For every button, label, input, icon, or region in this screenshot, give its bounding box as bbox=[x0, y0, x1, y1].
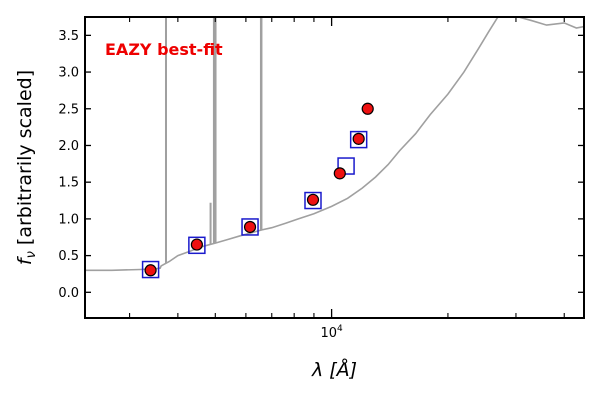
observed-flux-marker bbox=[144, 264, 157, 277]
observed-flux-marker bbox=[352, 132, 365, 145]
observed-flux-markers bbox=[144, 102, 374, 277]
plot-frame bbox=[84, 16, 585, 319]
observed-flux-marker bbox=[306, 193, 320, 206]
eazy-annotation: EAZY best-fit bbox=[105, 40, 223, 59]
observed-flux-marker bbox=[243, 220, 257, 234]
x-axis-label: λ [Å] bbox=[311, 358, 357, 381]
observed-flux-marker bbox=[361, 102, 374, 115]
model-flux-markers bbox=[141, 130, 368, 279]
x-axis: 104 bbox=[129, 17, 565, 341]
y-tick-label: 0.0 bbox=[58, 286, 79, 301]
observed-flux-marker bbox=[190, 238, 203, 251]
y-tick-label: 3.0 bbox=[58, 66, 79, 81]
model-flux-marker bbox=[349, 130, 368, 149]
y-tick-label: 1.5 bbox=[58, 176, 79, 191]
y-tick-label: 3.5 bbox=[58, 29, 79, 44]
model-flux-marker bbox=[241, 218, 259, 236]
y-tick-label: 2.0 bbox=[58, 139, 79, 154]
observed-flux-marker bbox=[333, 167, 346, 180]
y-tick-label: 0.5 bbox=[58, 249, 79, 264]
y-tick-label: 1.0 bbox=[58, 212, 79, 227]
model-flux-marker bbox=[188, 236, 206, 255]
model-flux-marker bbox=[337, 157, 355, 175]
emission-lines bbox=[164, 17, 263, 264]
y-axis-label: fν [arbitrarily scaled] bbox=[14, 70, 39, 265]
y-tick-label: 2.5 bbox=[58, 102, 79, 117]
spectrum-line bbox=[85, 17, 584, 272]
model-flux-marker bbox=[304, 191, 322, 210]
y-axis: 0.0 0.5 1.0 1.5 2.0 2.5 3.0 3.5 bbox=[58, 29, 584, 301]
model-flux-marker bbox=[141, 260, 160, 279]
x-tick-label: 104 bbox=[320, 324, 343, 341]
